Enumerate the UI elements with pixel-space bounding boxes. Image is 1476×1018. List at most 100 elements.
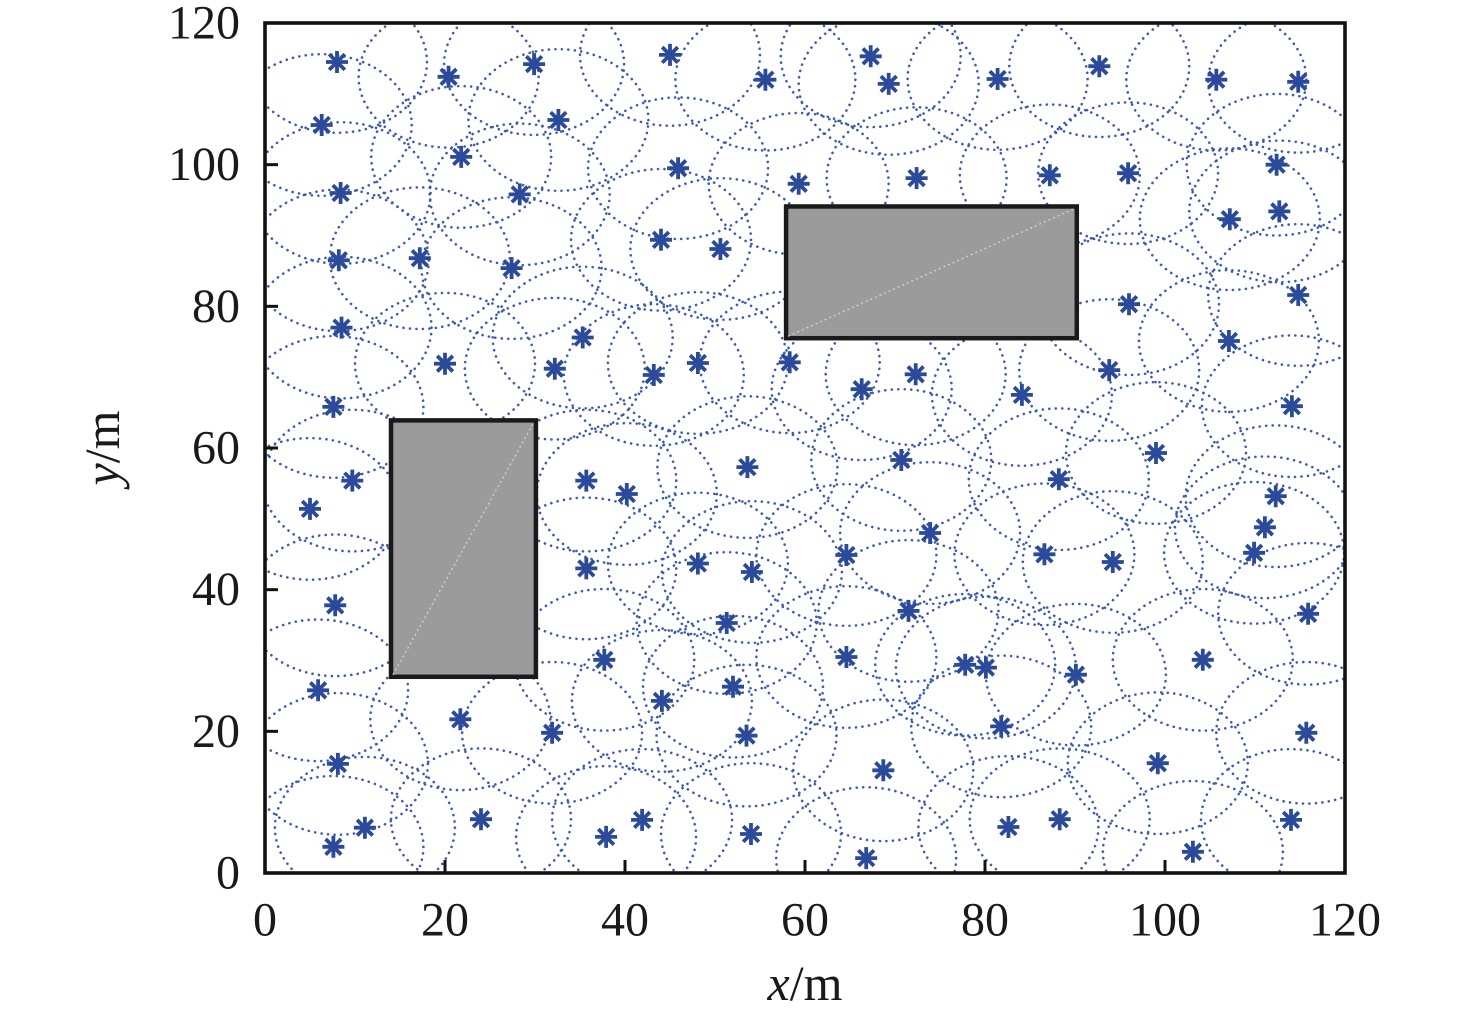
x-tick-label: 20 (421, 894, 469, 947)
sensor-node-marker (1297, 602, 1320, 625)
sensor-node-marker (754, 68, 777, 91)
sensor-node-marker (1117, 162, 1140, 185)
sensing-circle (1215, 660, 1345, 805)
sensor-node-marker (541, 721, 564, 744)
sensing-circle (656, 394, 839, 540)
obstacle-diagonal-line (392, 422, 535, 676)
sensing-circle (265, 52, 413, 198)
sensor-node-marker (1047, 468, 1070, 491)
x-tick-label: 0 (253, 894, 277, 947)
x-tick-label: 120 (1309, 894, 1381, 947)
sensor-node-marker (919, 522, 942, 544)
sensing-circle (1173, 455, 1345, 600)
sensor-node-marker (326, 51, 348, 73)
sensor-node-marker (787, 172, 810, 195)
sensor-node-marker (1038, 164, 1061, 187)
sensing-circle (774, 786, 958, 873)
sensor-node-marker (1088, 55, 1111, 78)
sensing-circle (1008, 23, 1191, 139)
sensor-node-marker (686, 352, 709, 374)
sensor-node-marker (835, 544, 858, 566)
sensing-circle (1184, 424, 1345, 569)
sensor-node-marker (1064, 663, 1087, 686)
sensing-circle (779, 23, 962, 129)
sensor-node-marker (709, 238, 732, 260)
sensing-circle (578, 23, 762, 127)
sensor-node-marker (523, 53, 546, 76)
sensing-circle (273, 755, 457, 873)
sensing-circle (1200, 334, 1345, 479)
sensor-node-marker (575, 557, 598, 580)
sensing-circle (1021, 489, 1205, 635)
x-tick-label: 100 (1129, 894, 1201, 947)
sensor-node-marker (324, 594, 347, 617)
y-tick-label: 20 (192, 705, 240, 758)
sensor-node-marker (449, 708, 472, 731)
sensor-node-marker (1287, 284, 1310, 306)
sensor-node-marker (642, 364, 665, 386)
sensing-circle (958, 103, 1142, 248)
sensing-circle (265, 255, 433, 400)
sensing-circle (917, 754, 1100, 873)
sensing-circle (369, 84, 553, 229)
sensor-node-marker (327, 249, 350, 272)
sensor-node-marker (547, 109, 570, 131)
sensor-node-marker (722, 675, 744, 698)
sensing-circle (1185, 92, 1345, 237)
sensor-node-marker (571, 326, 594, 349)
sensing-circle (824, 302, 1008, 447)
sensor-node-marker (470, 808, 492, 831)
tick-marks-layer (263, 21, 1347, 875)
sensor-node-marker (855, 847, 878, 870)
sensor-node-marker (1033, 543, 1056, 566)
sensor-node-marker (659, 43, 681, 66)
sensing-circle (265, 774, 425, 873)
sensor-node-marker (740, 823, 762, 845)
sensing-circle (514, 764, 698, 873)
sensing-circle (1206, 23, 1345, 154)
sensor-node-marker (667, 157, 690, 180)
x-axis-label: x/m (767, 955, 843, 1011)
sensing-circle (265, 188, 431, 333)
y-tick-label: 100 (168, 138, 240, 191)
sensor-node-marker (1218, 208, 1241, 231)
sensor-node-marker (500, 257, 523, 280)
sensor-node-marker (904, 363, 927, 386)
sensing-circle (1199, 747, 1345, 873)
sensing-circle (707, 111, 891, 256)
y-axis-label-variable: y (74, 463, 130, 491)
sensing-circle (825, 106, 1008, 251)
sensing-circle (1036, 101, 1220, 246)
sensing-circle (953, 482, 1136, 627)
sensor-node-marker (595, 825, 618, 848)
sensor-node-marker (330, 316, 353, 339)
sensing-circle (809, 387, 993, 533)
sensor-node-marker (326, 752, 349, 775)
sensor-node-marker (307, 679, 330, 702)
sensor-node-marker (686, 552, 709, 575)
sensor-node-marker (905, 167, 928, 190)
sensing-circle (428, 122, 612, 267)
sensing-circle (389, 747, 573, 873)
sensing-circle (463, 296, 647, 441)
sensor-node-marker (1295, 721, 1318, 744)
x-axis-label-unit: /m (790, 955, 843, 1011)
x-axis-label-variable: x (767, 955, 790, 1011)
sensor-node-marker (631, 808, 654, 831)
x-tick-label: 40 (601, 894, 649, 947)
sensing-circle (353, 291, 537, 436)
sensor-node-marker (740, 561, 763, 583)
sensing-circle (641, 614, 825, 759)
sensor-node-marker (715, 612, 738, 634)
sensor-node-marker (736, 456, 759, 479)
sensor-node-marker (986, 68, 1009, 90)
sensor-node-marker (310, 114, 333, 136)
sensor-node-marker (575, 469, 598, 492)
sensor-node-marker (872, 759, 895, 782)
sensing-circle (967, 407, 1151, 552)
sensor-node-marker (997, 816, 1020, 838)
sensor-node-marker (1181, 840, 1204, 863)
sensing-circle (550, 747, 734, 873)
sensing-circle (906, 23, 1089, 152)
